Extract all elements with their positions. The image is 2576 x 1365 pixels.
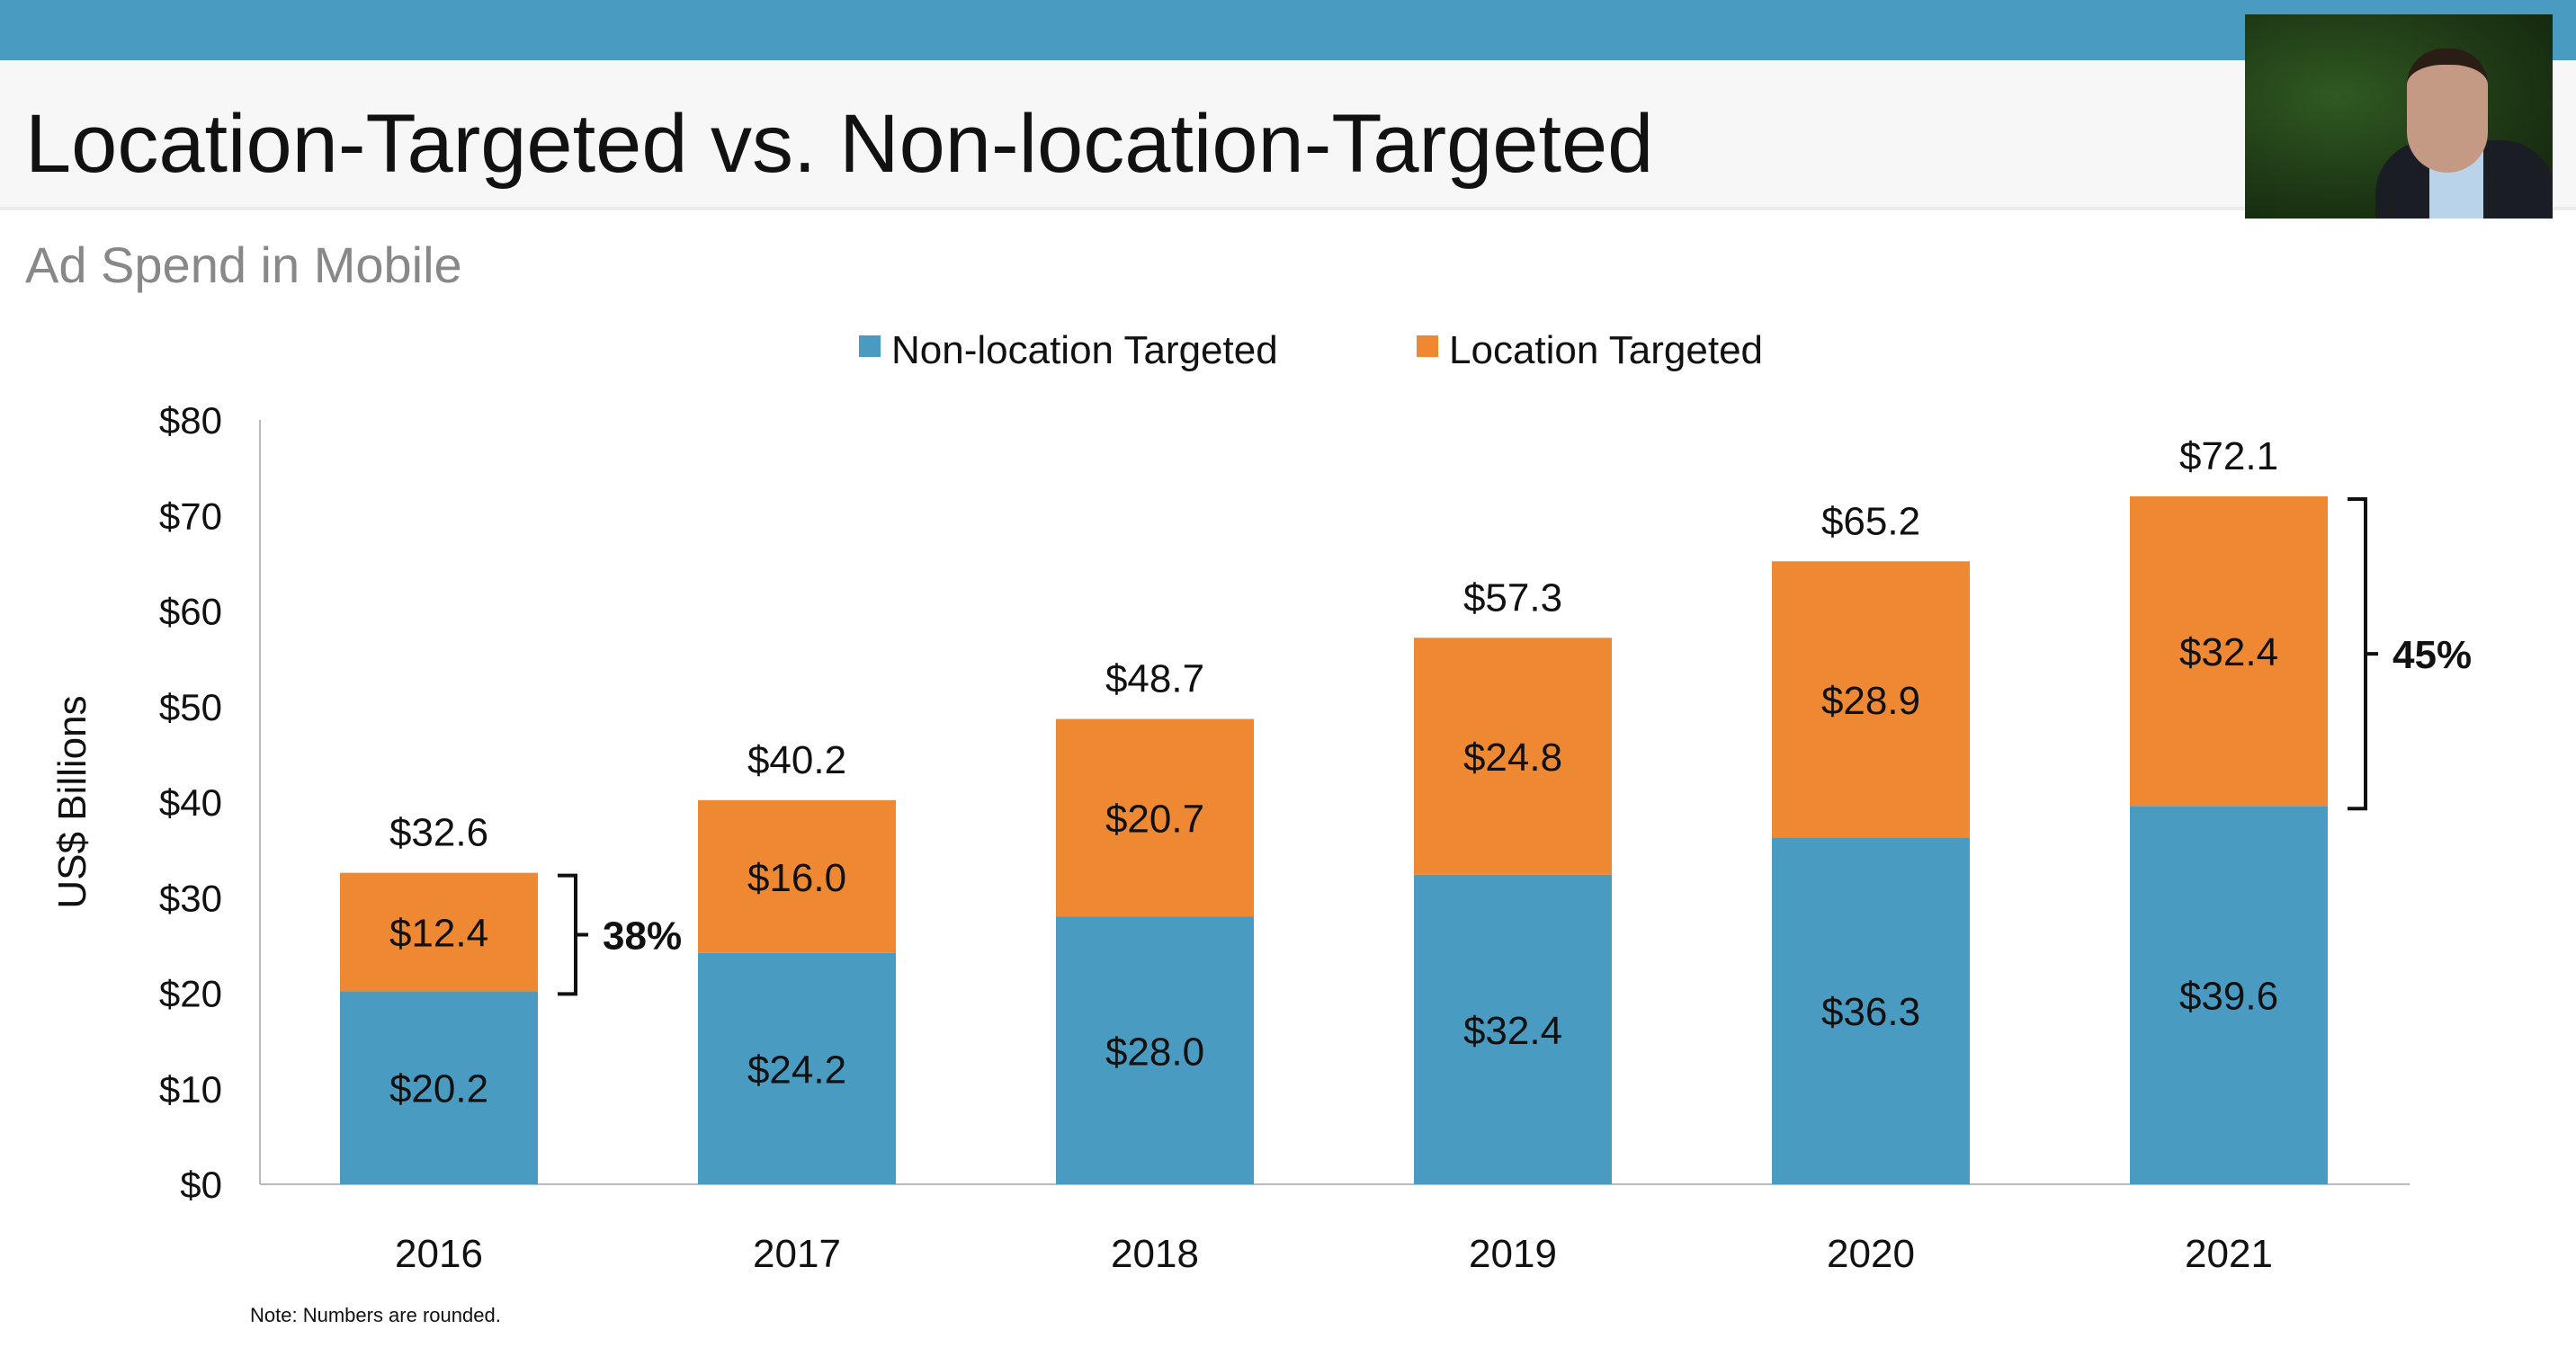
total-label: $48.7 — [1105, 657, 1204, 701]
bar-non-location-2021 — [2130, 806, 2328, 1184]
legend-swatch-location — [1417, 335, 1438, 357]
data-label: $36.3 — [1821, 990, 1920, 1034]
total-label: $57.3 — [1463, 575, 1562, 620]
title-band — [0, 60, 2576, 210]
y-axis-label: US$ Billions — [50, 695, 94, 908]
y-tick-label: $70 — [159, 495, 222, 537]
legend-label: Non-location Targeted — [891, 328, 1278, 372]
photo-head — [2407, 49, 2488, 173]
bar-location-2020 — [1772, 561, 1970, 838]
x-tick-label: 2017 — [753, 1232, 841, 1276]
data-label: $32.4 — [1463, 1009, 1562, 1053]
data-label: $24.2 — [747, 1048, 846, 1092]
x-tick-label: 2018 — [1111, 1232, 1199, 1276]
y-tick-label: $30 — [159, 877, 222, 919]
data-label: $16.0 — [747, 856, 846, 900]
page-subtitle: Ad Spend in Mobile — [25, 236, 462, 293]
top-accent-bar — [0, 0, 2576, 60]
bar-non-location-2018 — [1056, 916, 1254, 1184]
x-tick-label: 2021 — [2185, 1232, 2273, 1276]
data-label: $20.7 — [1105, 798, 1204, 842]
page-title: Location-Targeted vs. Non-location-Targe… — [25, 98, 1654, 190]
bar-non-location-2020 — [1772, 837, 1970, 1184]
bracket-2016 — [558, 873, 588, 996]
total-label: $32.6 — [389, 811, 488, 855]
footnote: Note: Numbers are rounded. — [250, 1304, 501, 1326]
data-label: $28.0 — [1105, 1030, 1204, 1074]
y-tick-label: $10 — [159, 1068, 222, 1111]
bar-non-location-2019 — [1414, 874, 1612, 1184]
bar-location-2017 — [698, 799, 896, 953]
data-label: $24.8 — [1463, 736, 1562, 780]
y-tick-label: $20 — [159, 973, 222, 1015]
bracket-2021 — [2348, 497, 2378, 811]
y-tick-label: $50 — [159, 686, 222, 728]
bar-location-2016 — [340, 872, 538, 992]
presenter-photo — [2245, 14, 2553, 219]
data-label: $39.6 — [2179, 975, 2278, 1019]
share-annotation: 45% — [2393, 633, 2472, 677]
x-tick-label: 2016 — [395, 1232, 483, 1276]
legend-swatch-non-location — [859, 335, 881, 357]
share-annotation: 38% — [603, 914, 682, 959]
legend-label: Location Targeted — [1449, 328, 1763, 372]
data-label: $32.4 — [2179, 630, 2278, 674]
y-tick-label: $80 — [159, 399, 222, 442]
x-tick-label: 2020 — [1827, 1232, 1915, 1276]
bar-non-location-2016 — [340, 991, 538, 1184]
bar-location-2021 — [2130, 496, 2328, 807]
bar-non-location-2017 — [698, 952, 896, 1184]
total-label: $65.2 — [1821, 499, 1920, 543]
data-label: $20.2 — [389, 1067, 488, 1111]
y-tick-label: $60 — [159, 591, 222, 633]
total-label: $72.1 — [2179, 434, 2278, 478]
y-tick-label: $0 — [180, 1164, 222, 1206]
data-label: $12.4 — [389, 912, 488, 956]
bar-location-2019 — [1414, 638, 1612, 875]
total-label: $40.2 — [747, 738, 846, 782]
x-tick-label: 2019 — [1469, 1232, 1557, 1276]
y-tick-label: $40 — [159, 781, 222, 824]
bar-location-2018 — [1056, 718, 1254, 917]
data-label: $28.9 — [1821, 679, 1920, 723]
